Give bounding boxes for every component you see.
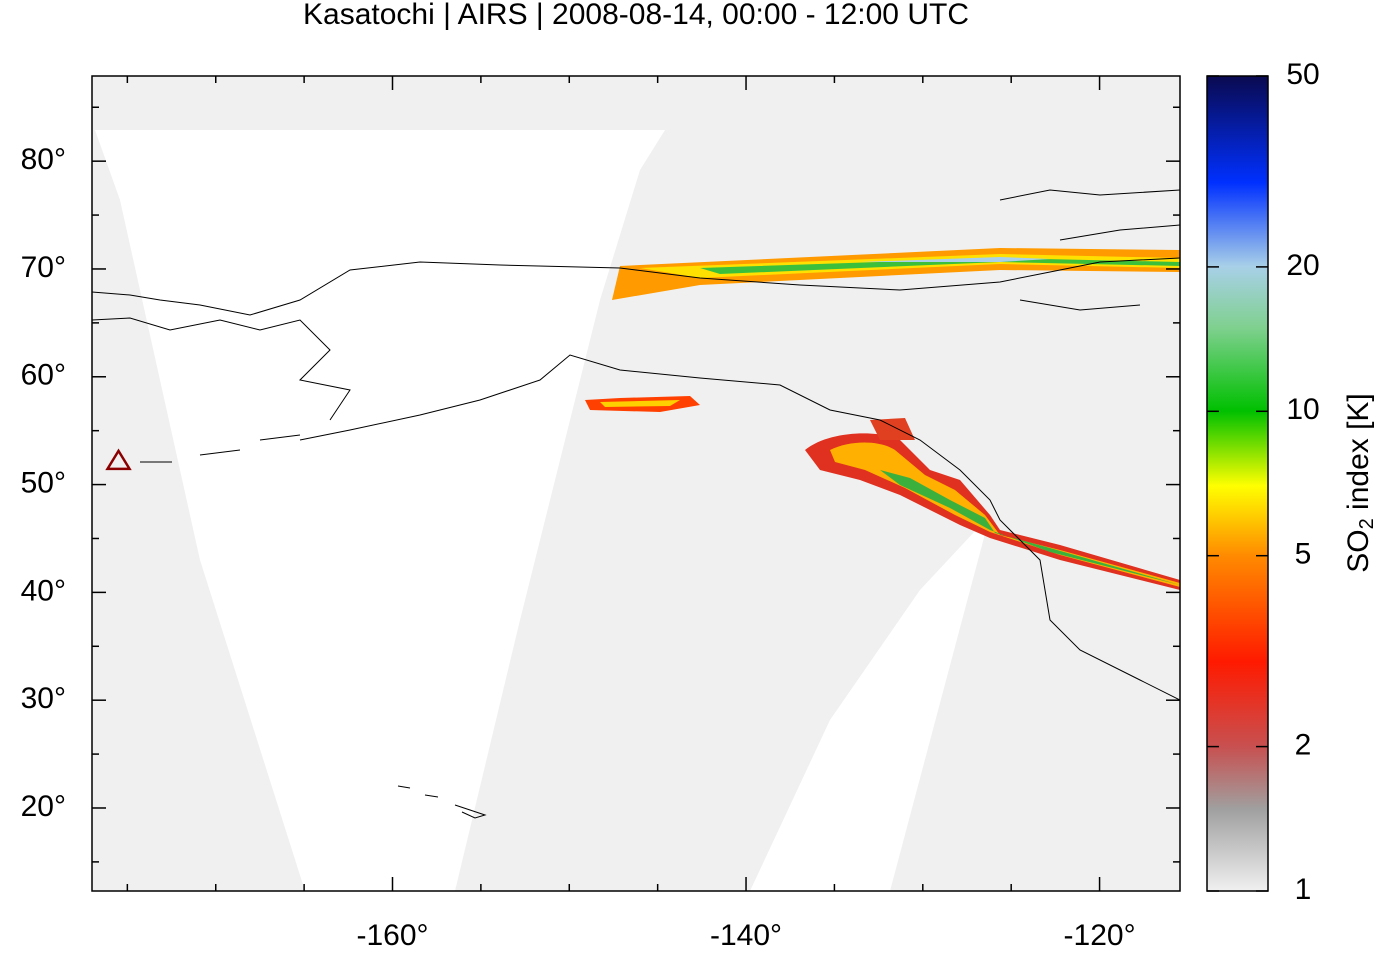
colorbar-tick-label: 10 — [1286, 393, 1319, 426]
y-tick-label: 40° — [21, 574, 66, 607]
colorbar — [1206, 75, 1269, 892]
y-tick-label: 70° — [21, 251, 66, 284]
swath-gap — [750, 515, 990, 891]
colorbar-tick-label: 5 — [1295, 538, 1312, 571]
colorbar-label: SO2 index [K] — [1342, 393, 1377, 573]
swath — [92, 76, 700, 130]
x-tick-label: -160° — [356, 919, 428, 950]
plot-frame — [91, 75, 1181, 892]
chart-title: Kasatochi | AIRS | 2008-08-14, 00:00 - 1… — [303, 0, 969, 31]
colorbar-tick-label: 20 — [1286, 249, 1319, 282]
plume — [585, 248, 1180, 590]
colorbar-tick-label: 50 — [1286, 58, 1319, 91]
volcano-marker — [105, 448, 132, 471]
map — [92, 76, 1180, 891]
y-tick-label: 50° — [21, 466, 66, 499]
y-tick-label: 80° — [21, 143, 66, 176]
colorbar-tick-label: 2 — [1295, 729, 1312, 762]
y-tick-label: 20° — [21, 790, 66, 823]
y-tick-label: 30° — [21, 682, 66, 715]
y-tick-label: 60° — [21, 359, 66, 392]
x-tick-label: -120° — [1064, 919, 1136, 950]
swath-gap — [95, 130, 665, 891]
coastline — [92, 189, 1180, 819]
colorbar-tick-label: 1 — [1295, 873, 1312, 906]
x-tick-label: -140° — [710, 919, 782, 950]
